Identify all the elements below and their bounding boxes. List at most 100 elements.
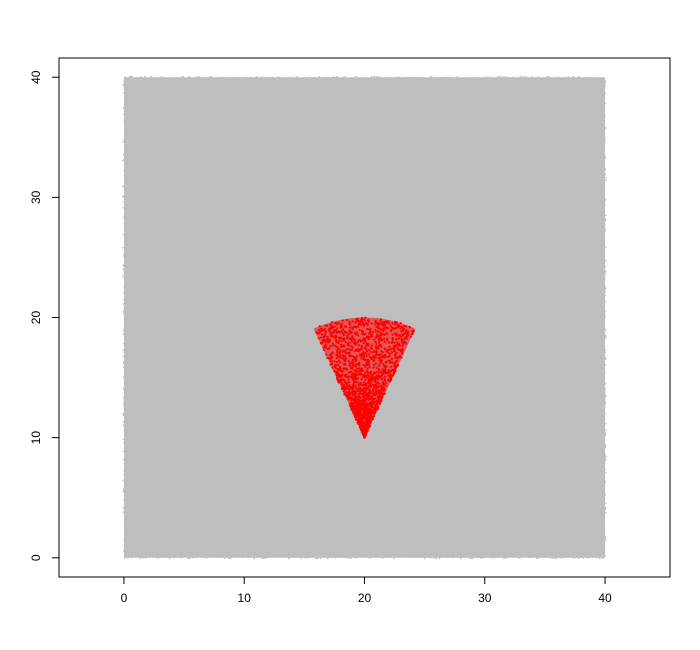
- red-point: [348, 345, 350, 347]
- red-point: [342, 338, 344, 340]
- red-point: [320, 328, 322, 330]
- grey-point: [341, 77, 343, 79]
- red-point: [393, 370, 395, 372]
- red-point: [401, 345, 403, 347]
- red-point: [361, 378, 363, 380]
- red-point: [369, 330, 371, 332]
- grey-point: [604, 255, 606, 257]
- grey-point: [209, 76, 211, 78]
- grey-point: [124, 215, 126, 217]
- grey-point: [124, 320, 126, 322]
- red-point: [377, 408, 379, 410]
- y-tick-label: 20: [29, 311, 43, 325]
- red-point: [354, 339, 356, 341]
- grey-point: [232, 77, 234, 79]
- red-point: [389, 361, 391, 363]
- grey-point: [604, 389, 606, 391]
- red-point: [347, 397, 349, 399]
- red-point: [356, 422, 358, 424]
- grey-point: [604, 404, 606, 406]
- red-point: [347, 342, 349, 344]
- red-point: [347, 378, 349, 380]
- grey-point: [604, 288, 606, 290]
- red-point: [380, 356, 382, 358]
- grey-point: [172, 77, 174, 79]
- red-point: [374, 372, 376, 374]
- grey-point: [503, 557, 505, 559]
- grey-point: [123, 398, 125, 400]
- grey-point: [479, 556, 481, 558]
- grey-point: [123, 413, 125, 415]
- grey-point: [123, 459, 125, 461]
- grey-point: [513, 76, 515, 78]
- red-point: [345, 391, 347, 393]
- red-point: [335, 346, 337, 348]
- red-point: [327, 347, 329, 349]
- grey-point: [330, 556, 332, 558]
- grey-point: [424, 557, 426, 559]
- red-point: [340, 346, 342, 348]
- red-point: [355, 376, 357, 378]
- red-point: [380, 397, 382, 399]
- grey-point: [605, 413, 607, 415]
- red-point: [340, 324, 342, 326]
- grey-point: [382, 558, 384, 560]
- red-point: [332, 344, 334, 346]
- red-point: [360, 357, 362, 359]
- red-point: [353, 400, 355, 402]
- red-point: [364, 410, 366, 412]
- red-point: [368, 349, 370, 351]
- grey-point: [296, 77, 298, 79]
- red-point: [366, 370, 368, 372]
- grey-point: [124, 513, 126, 515]
- red-point: [376, 354, 378, 356]
- red-point: [373, 412, 375, 414]
- red-point: [362, 426, 364, 428]
- grey-point: [605, 456, 607, 458]
- red-point: [326, 337, 328, 339]
- grey-point: [123, 286, 125, 288]
- red-point: [377, 347, 379, 349]
- grey-point: [384, 77, 386, 79]
- grey-point: [605, 444, 607, 446]
- grey-point: [605, 199, 607, 201]
- red-point: [336, 327, 338, 329]
- grey-point: [485, 76, 487, 78]
- red-point: [344, 330, 346, 332]
- grey-point: [605, 512, 607, 514]
- red-point: [394, 321, 396, 323]
- grey-point: [552, 557, 554, 559]
- red-point: [358, 416, 360, 418]
- red-point: [318, 329, 320, 331]
- grey-point: [349, 557, 351, 559]
- grey-point: [189, 557, 191, 559]
- red-point: [352, 346, 354, 348]
- red-point: [392, 337, 394, 339]
- red-point: [332, 336, 334, 338]
- grey-point: [474, 77, 476, 79]
- grey-point: [124, 557, 126, 559]
- grey-point: [123, 400, 125, 402]
- grey-point: [123, 388, 125, 390]
- red-point: [337, 348, 339, 350]
- red-point: [403, 338, 405, 340]
- red-point: [375, 321, 377, 323]
- red-point: [354, 332, 356, 334]
- grey-point: [123, 121, 125, 123]
- red-point: [394, 354, 396, 356]
- grey-point: [578, 557, 580, 559]
- red-point: [391, 351, 393, 353]
- grey-point: [605, 157, 607, 159]
- red-point: [368, 332, 370, 334]
- grey-point: [605, 357, 607, 359]
- grey-point: [605, 430, 607, 432]
- grey-point: [123, 470, 125, 472]
- grey-point: [434, 557, 436, 559]
- red-point: [371, 322, 373, 324]
- red-point: [355, 396, 357, 398]
- red-point: [394, 350, 396, 352]
- grey-point: [187, 557, 189, 559]
- red-point: [331, 321, 333, 323]
- grey-point: [320, 558, 322, 560]
- red-point: [368, 394, 370, 396]
